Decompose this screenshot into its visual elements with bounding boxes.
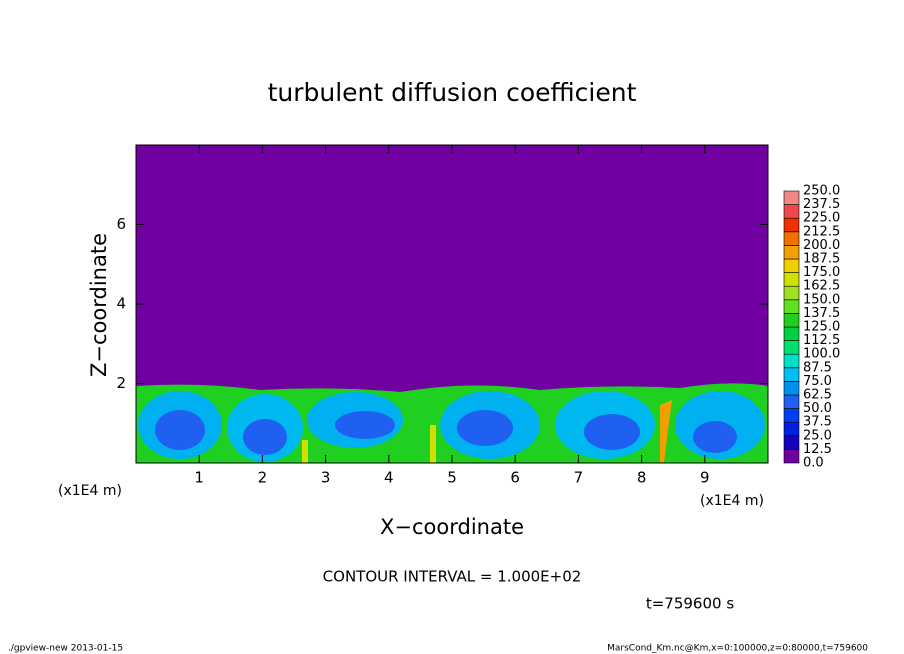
x-tick-label: 2 [258,469,268,487]
field [136,383,768,463]
colorbar-label: 37.5 [803,415,832,430]
colorbar-label: 212.5 [803,224,840,239]
colorbar-box [783,421,800,437]
x-tick-label: 9 [700,469,710,487]
colorbar-label: 100.0 [803,347,840,362]
y-axis-label: Z−coordinate [87,233,111,377]
x-tick-label: 6 [510,469,520,487]
colorbar-label: 25.0 [803,428,832,443]
colorbar-label: 62.5 [803,388,832,403]
field-shape [457,410,513,446]
colorbar-box [783,258,800,273]
footer-left: ./gpview-new 2013-01-15 [8,644,123,654]
colorbar-label: 0.0 [803,456,824,471]
colorbar-label: 162.5 [803,279,840,294]
x-tick-label: 3 [321,469,331,487]
colorbar-label: 137.5 [803,306,840,321]
colorbar-box [783,313,800,328]
x-tick-label: 4 [384,469,394,487]
colorbar-box [783,231,800,246]
y-tick-label: 4 [116,295,126,313]
colorbar-box [783,190,800,205]
colorbar-box [783,326,800,341]
colorbar-label: 75.0 [803,374,832,389]
colorbar-box [783,353,800,369]
colorbar-label: 237.5 [803,197,840,212]
colorbar-label: 187.5 [803,252,840,267]
colorbar-box [783,217,800,233]
y-unit: (x1E4 m) [58,483,122,499]
x-tick-label: 8 [637,469,647,487]
x-tick-label: 7 [574,469,584,487]
colorbar-label: 150.0 [803,292,840,307]
field-shape [302,440,308,463]
x-unit: (x1E4 m) [700,493,764,509]
colorbar-box [783,285,800,301]
colorbar-box [783,394,800,409]
field-shape [430,425,436,463]
field-shape [243,419,287,455]
field-shape [660,400,672,463]
colorbar-label: 175.0 [803,265,840,280]
colorbar-label: 225.0 [803,211,840,226]
colorbar-box [783,408,800,423]
x-tick-label: 5 [447,469,457,487]
x-axis-label: X−coordinate [380,515,524,539]
colorbar-box [783,272,800,287]
colorbar-box [783,381,800,396]
colorbar-label: 250.0 [803,184,840,199]
colorbar-box [783,449,800,464]
colorbar-label: 125.0 [803,320,840,335]
colorbar-box [783,435,800,450]
colorbar-box [783,245,800,260]
colorbar-box [783,340,800,355]
colorbar-box [783,367,800,382]
colorbar-label: 200.0 [803,238,840,253]
colorbar-label: 12.5 [803,442,832,457]
y-tick-label: 2 [116,374,126,392]
time-label: t=759600 s [646,595,734,613]
contour-interval: CONTOUR INTERVAL = 1.000E+02 [323,568,582,586]
colorbar-label: 87.5 [803,360,832,375]
y-tick-label: 6 [116,215,126,233]
field-shape [335,411,395,439]
field-shape [155,410,205,450]
footer-right: MarsCond_Km.nc@Km,x=0:100000,z=0:80000,t… [607,644,868,654]
chart-title: turbulent diffusion coefficient [268,78,637,107]
field-shape [584,414,640,450]
colorbar-box [783,204,800,219]
field-shape [693,421,737,453]
colorbar-label: 50.0 [803,401,832,416]
colorbar-label: 112.5 [803,333,840,348]
colorbar-box [783,299,800,314]
x-tick-label: 1 [194,469,204,487]
